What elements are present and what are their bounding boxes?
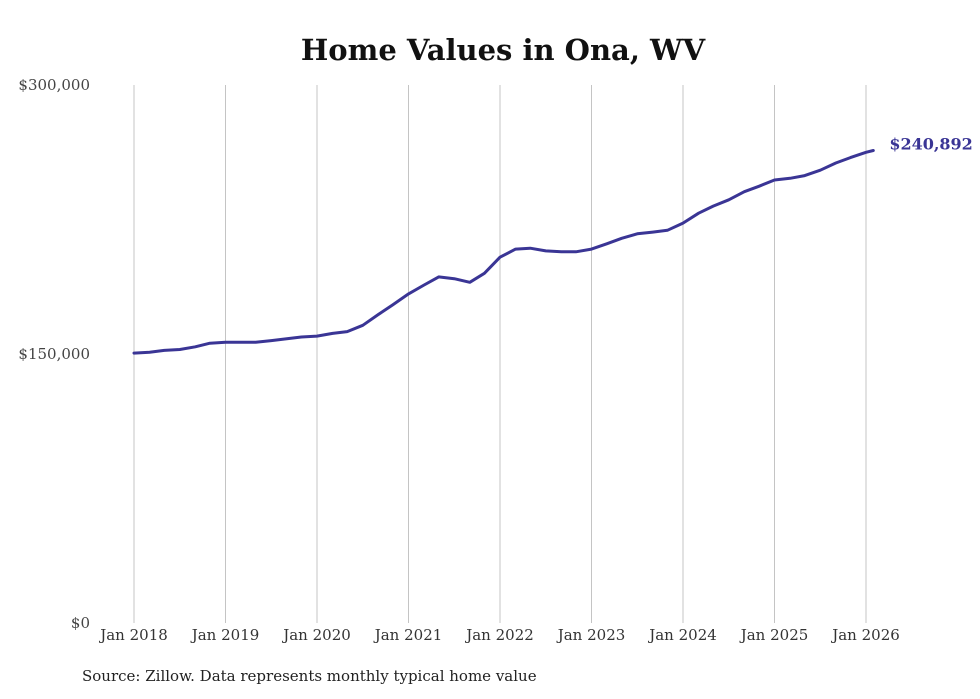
x-tick-label: Jan 2024: [647, 626, 717, 644]
y-tick-label: $150,000: [18, 345, 90, 363]
series-line: [132, 149, 875, 355]
y-tick-label: $300,000: [18, 76, 90, 94]
x-tick-label: Jan 2021: [373, 626, 443, 644]
series-layer: [132, 149, 875, 355]
gridlines: [133, 85, 867, 623]
x-tick-label: Jan 2020: [281, 626, 351, 644]
x-tick-label: Jan 2026: [830, 626, 900, 644]
x-tick-label: Jan 2019: [190, 626, 260, 644]
last-value-label: $240,892: [889, 134, 973, 153]
x-tick-label: Jan 2025: [739, 626, 809, 644]
x-tick-label: Jan 2018: [98, 626, 168, 644]
x-tick-label: Jan 2022: [464, 626, 534, 644]
chart-title: Home Values in Ona, WV: [301, 33, 706, 67]
y-axis-ticks: $0 $150,000 $300,000: [18, 76, 90, 632]
source-note: Source: Zillow. Data represents monthly …: [82, 667, 537, 685]
y-tick-label: $0: [71, 614, 90, 632]
x-axis-ticks: Jan 2018 Jan 2019 Jan 2020 Jan 2021 Jan 2022…: [98, 626, 900, 644]
x-tick-label: Jan 2023: [556, 626, 626, 644]
